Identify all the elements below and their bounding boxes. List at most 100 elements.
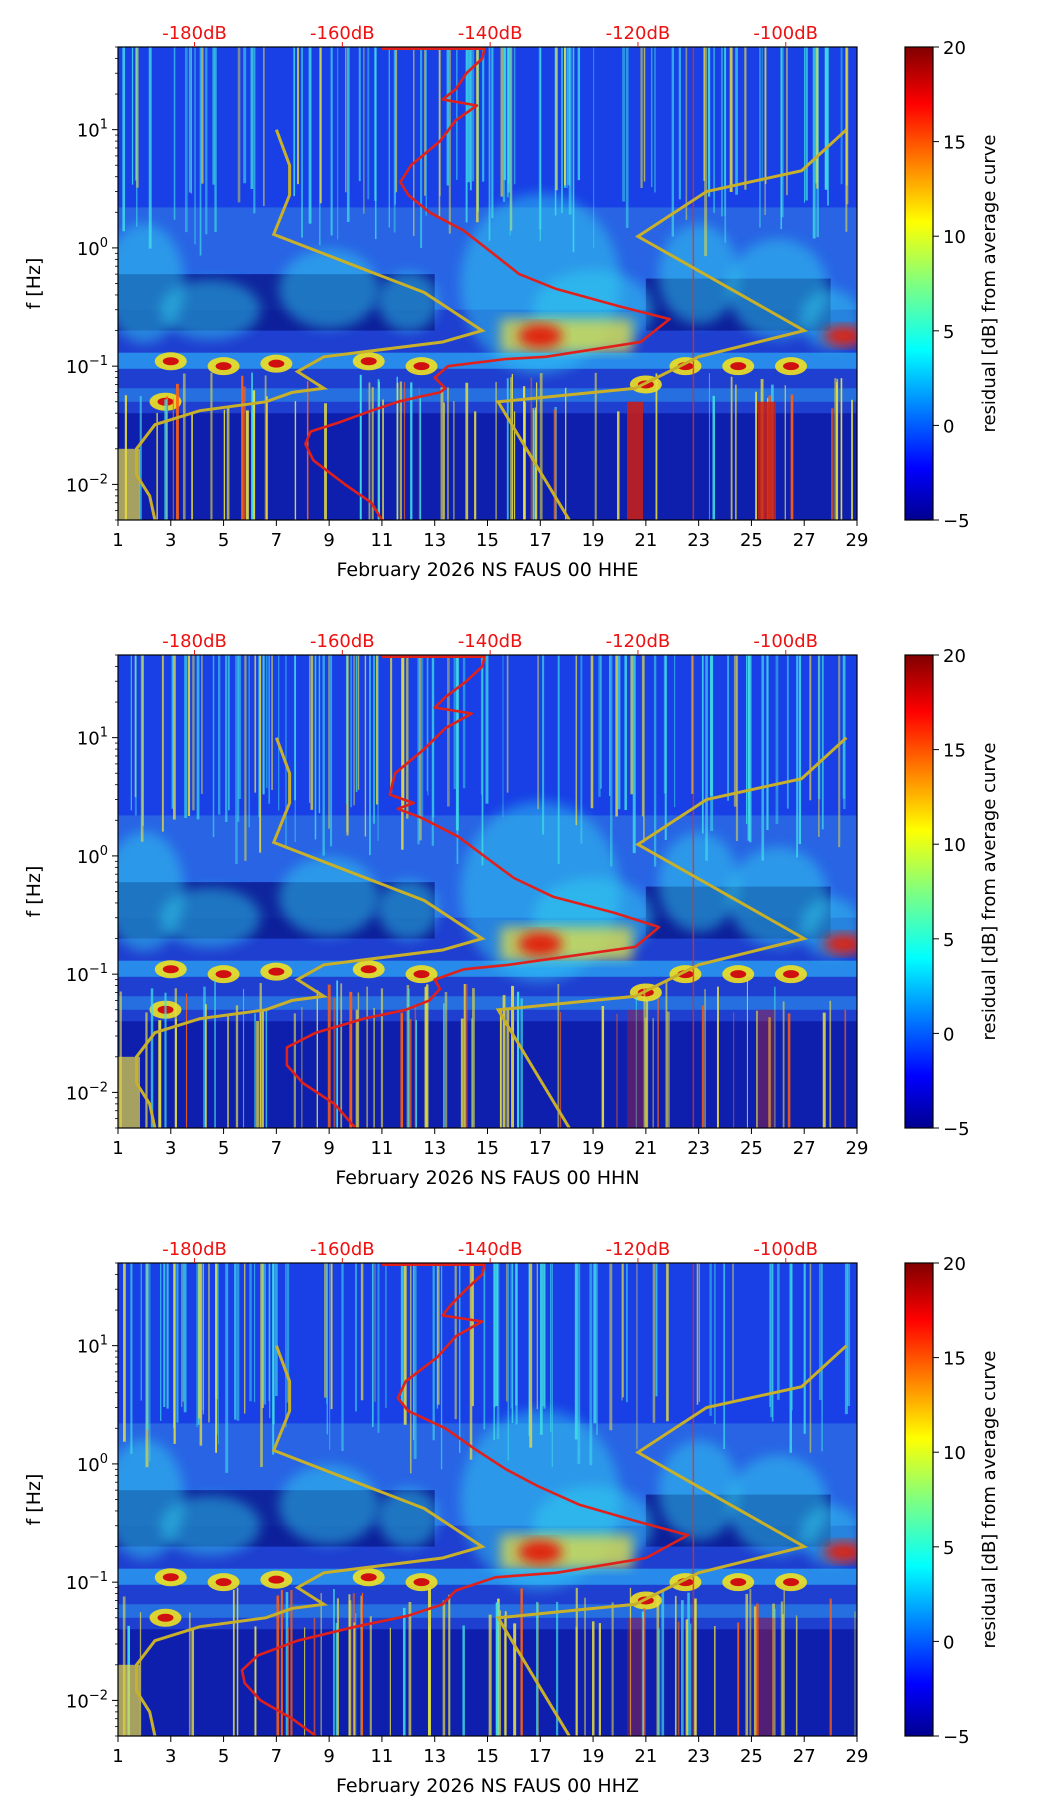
- x-tick-label: 1: [112, 530, 123, 551]
- x-tick-label: 5: [218, 1746, 229, 1767]
- y-tick-label: 10−1: [66, 962, 108, 986]
- x-tick-label: 7: [271, 1746, 282, 1767]
- spectrogram-image: [118, 655, 857, 1128]
- x-tick-label: 19: [582, 1746, 605, 1767]
- y-axis-label: f [Hz]: [23, 866, 45, 918]
- colorbar-tick-label: −5: [943, 1727, 970, 1748]
- db-label: -100dB: [753, 23, 818, 44]
- x-tick-label: 27: [793, 1746, 816, 1767]
- x-tick-label: 19: [582, 1138, 605, 1159]
- x-tick-label: 17: [529, 1746, 552, 1767]
- db-label: -120dB: [606, 1239, 671, 1260]
- yellow-curve-right: [495, 736, 848, 1128]
- y-tick-label: 100: [77, 236, 108, 260]
- x-tick-label: 27: [793, 1138, 816, 1159]
- db-label: -160dB: [310, 631, 375, 652]
- yellow-curve-right: [495, 1344, 848, 1736]
- colorbar-tick-label: 20: [943, 646, 966, 667]
- x-axis-label: February 2026 NS FAUS 00 HHE: [337, 559, 639, 581]
- x-tick-label: 11: [370, 1746, 393, 1767]
- x-tick-label: 13: [423, 1138, 446, 1159]
- x-tick-label: 3: [165, 1746, 176, 1767]
- x-tick-label: 23: [687, 1746, 710, 1767]
- x-tick-label: 25: [740, 530, 763, 551]
- colorbar-tick-label: 0: [943, 416, 954, 437]
- spectrogram-image: [118, 1263, 857, 1736]
- yellow-curve-left: [135, 737, 486, 1128]
- x-tick-label: 17: [529, 1138, 552, 1159]
- x-tick-label: 23: [687, 530, 710, 551]
- x-axis-label: February 2026 NS FAUS 00 HHZ: [336, 1775, 639, 1797]
- colorbar-tick-label: −5: [943, 511, 970, 532]
- colorbar-tick-label: 10: [943, 1443, 966, 1464]
- colorbar-label: residual [dB] from average curve: [979, 134, 1000, 432]
- x-tick-label: 29: [846, 1138, 869, 1159]
- y-tick-label: 101: [77, 118, 108, 142]
- x-tick-label: 5: [218, 1138, 229, 1159]
- x-tick-label: 5: [218, 530, 229, 551]
- red-curve: [304, 47, 671, 520]
- colorbar-tick-label: 15: [943, 133, 966, 154]
- y-tick-label: 10−2: [66, 1688, 108, 1712]
- x-tick-label: 9: [323, 1138, 334, 1159]
- x-tick-label: 21: [634, 1138, 657, 1159]
- x-tick-label: 29: [846, 530, 869, 551]
- x-tick-label: 23: [687, 1138, 710, 1159]
- colorbar-tick-label: 0: [943, 1632, 954, 1653]
- colorbar: [904, 1262, 934, 1737]
- x-tick-label: 19: [582, 530, 605, 551]
- y-axis-label: f [Hz]: [23, 258, 45, 310]
- x-tick-label: 3: [165, 1138, 176, 1159]
- colorbar: [904, 654, 934, 1129]
- x-tick-label: 25: [740, 1746, 763, 1767]
- x-tick-label: 17: [529, 530, 552, 551]
- colorbar-tick-label: 15: [943, 741, 966, 762]
- x-tick-label: 1: [112, 1746, 123, 1767]
- colorbar: [904, 46, 934, 521]
- x-axis-label: February 2026 NS FAUS 00 HHN: [335, 1167, 639, 1189]
- colorbar-label: residual [dB] from average curve: [979, 742, 1000, 1040]
- x-tick-label: 27: [793, 530, 816, 551]
- colorbar-tick-label: 20: [943, 38, 966, 59]
- x-tick-label: 29: [846, 1746, 869, 1767]
- x-tick-label: 21: [634, 1746, 657, 1767]
- y-tick-label: 101: [77, 726, 108, 750]
- colorbar-tick-label: 5: [943, 930, 954, 951]
- db-label: -180dB: [162, 1239, 227, 1260]
- y-tick-label: 10−1: [66, 1570, 108, 1594]
- x-tick-label: 25: [740, 1138, 763, 1159]
- x-tick-label: 13: [423, 530, 446, 551]
- yellow-curve-right: [495, 128, 848, 520]
- x-tick-label: 21: [634, 530, 657, 551]
- db-label: -120dB: [606, 23, 671, 44]
- colorbar-label: residual [dB] from average curve: [979, 1350, 1000, 1648]
- y-tick-label: 101: [77, 1334, 108, 1358]
- y-tick-label: 100: [77, 1452, 108, 1476]
- x-tick-label: 15: [476, 530, 499, 551]
- x-tick-label: 9: [323, 530, 334, 551]
- db-label: -180dB: [162, 631, 227, 652]
- y-tick-label: 10−2: [66, 472, 108, 496]
- x-tick-label: 13: [423, 1746, 446, 1767]
- x-tick-label: 9: [323, 1746, 334, 1767]
- x-tick-label: 3: [165, 530, 176, 551]
- y-tick-label: 10−1: [66, 354, 108, 378]
- colorbar-tick-label: 20: [943, 1254, 966, 1275]
- colorbar-tick-label: 10: [943, 835, 966, 856]
- db-label: -120dB: [606, 631, 671, 652]
- db-label: -140dB: [458, 631, 523, 652]
- colorbar-tick-label: −5: [943, 1119, 970, 1140]
- x-tick-label: 15: [476, 1138, 499, 1159]
- y-tick-label: 100: [77, 844, 108, 868]
- colorbar-tick-label: 5: [943, 322, 954, 343]
- db-label: -100dB: [753, 1239, 818, 1260]
- colorbar-tick-label: 10: [943, 227, 966, 248]
- y-tick-label: 10−2: [66, 1080, 108, 1104]
- yellow-curve-left: [135, 129, 486, 520]
- colorbar-tick-label: 15: [943, 1349, 966, 1370]
- colorbar-tick-label: 5: [943, 1538, 954, 1559]
- red-curve: [240, 1263, 690, 1736]
- db-label: -100dB: [753, 631, 818, 652]
